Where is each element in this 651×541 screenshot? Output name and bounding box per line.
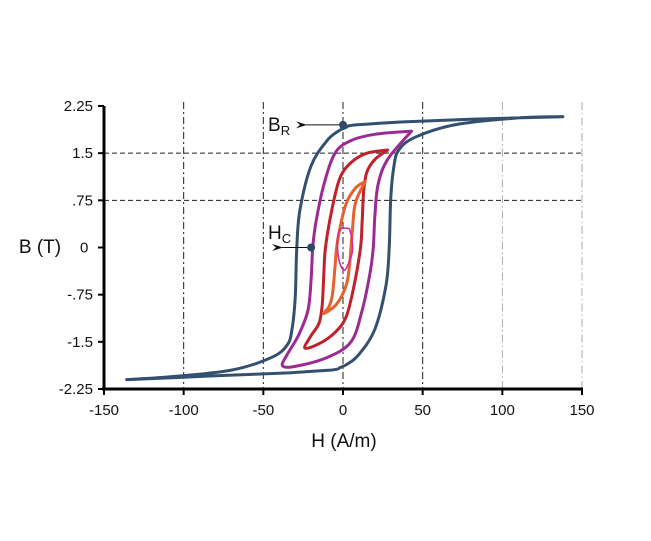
x-tick-label: -100 — [169, 402, 199, 419]
annotation-HC: HC — [268, 223, 308, 251]
annotation-label: BR — [268, 115, 290, 138]
grid — [104, 102, 583, 389]
y-tick-label: 0 — [80, 240, 88, 257]
x-tick-label: 50 — [414, 402, 431, 419]
point-marker-2 — [307, 243, 316, 252]
hysteresis-loop-3 — [303, 148, 390, 350]
markers — [307, 120, 347, 252]
hysteresis-loop-2 — [280, 129, 414, 369]
x-tick-label: 100 — [490, 402, 515, 419]
tick-labels: -150 -100 -50 0 50 100 150 2.25 1.5 .75 0 -.75 -1.5 -… — [59, 98, 595, 419]
hysteresis-loop-4 — [322, 179, 367, 316]
y-tick-label: 2.25 — [64, 98, 93, 115]
arrow-fletching-icon — [296, 121, 307, 129]
x-tick-label: 0 — [339, 402, 347, 419]
y-tick-label: -.75 — [67, 287, 93, 304]
axes — [98, 105, 583, 395]
series-group — [125, 115, 565, 382]
point-marker-1 — [339, 120, 347, 129]
hysteresis-loop-1 — [125, 115, 565, 382]
y-tick-label: -2.25 — [59, 381, 93, 398]
annotation-BR: BR — [268, 115, 339, 138]
y-tick-label: -1.5 — [67, 334, 93, 351]
hysteresis-loop-5 — [336, 227, 354, 271]
arrow-fletching-icon — [272, 244, 283, 251]
y-tick-label: .75 — [72, 192, 93, 209]
annotations: BR HC — [268, 115, 339, 251]
y-tick-label: 1.5 — [72, 145, 93, 162]
x-tick-label: -150 — [89, 402, 119, 419]
y-axis-label: B (T) — [19, 237, 61, 258]
x-tick-label: 150 — [569, 402, 594, 419]
annotation-label: HC — [268, 223, 291, 246]
x-axis-label: H (A/m) — [311, 431, 376, 452]
x-tick-label: -50 — [252, 402, 274, 419]
